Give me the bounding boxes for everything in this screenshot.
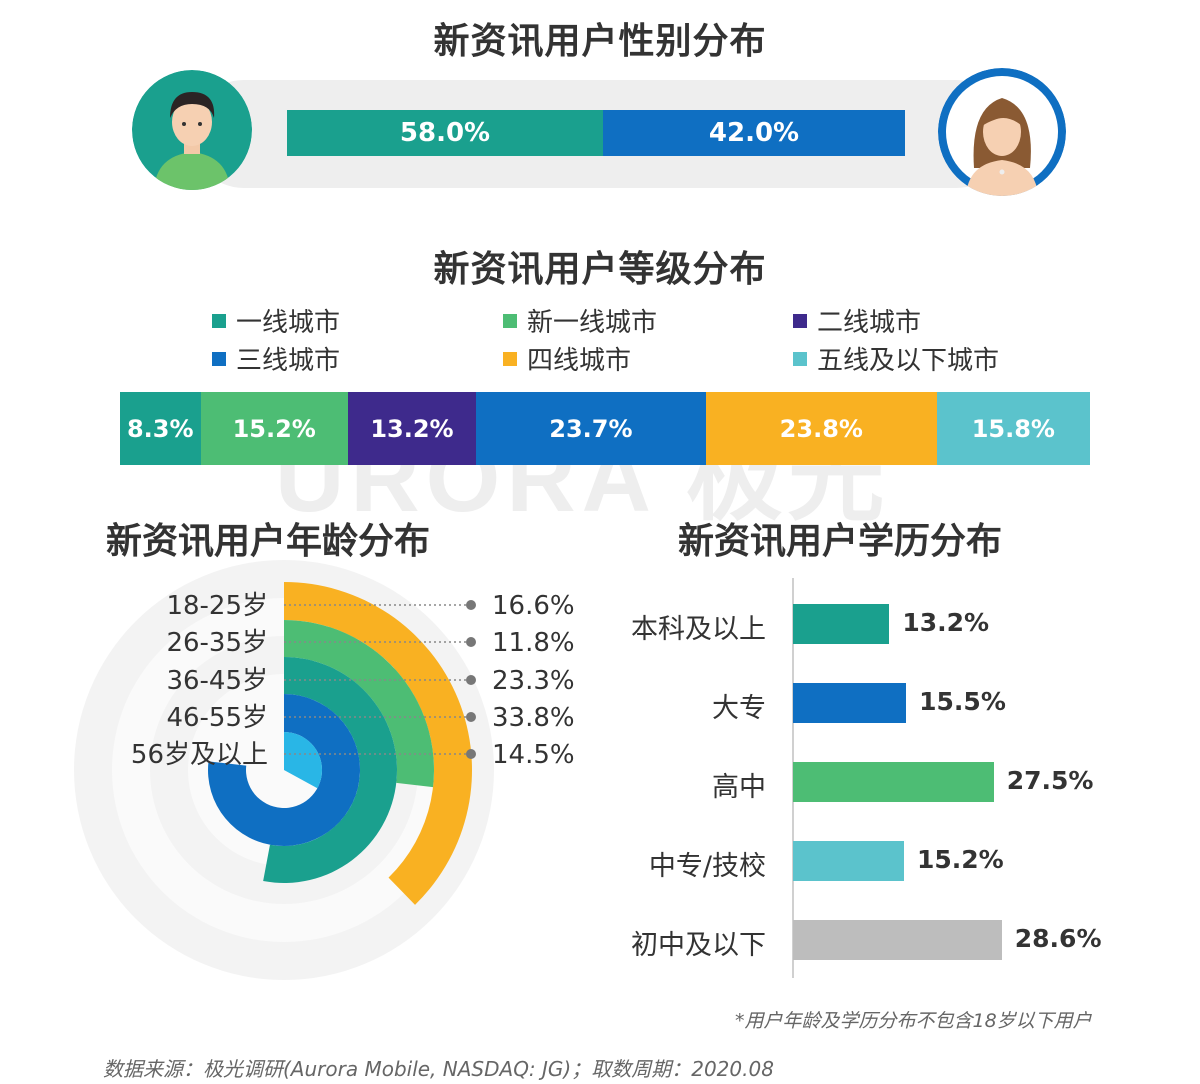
legend-swatch <box>503 313 517 328</box>
edu-bar-5 <box>793 920 1002 960</box>
legend-swatch <box>503 351 517 366</box>
legend-label: 五线及以下城市 <box>817 346 1000 376</box>
tier-segment-label: 15.2% <box>232 414 316 443</box>
age-value-label: 11.8% <box>492 628 575 658</box>
age-leader-dot <box>466 675 476 685</box>
age-value-label: 16.6% <box>492 591 575 621</box>
gender-title: 新资讯用户性别分布 <box>433 21 767 62</box>
tier-title: 新资讯用户等级分布 <box>433 249 767 290</box>
age-arc-5 <box>284 732 322 789</box>
tier-segment-2: 15.2% <box>200 392 348 465</box>
legend-tier2: 二线城市 <box>793 302 921 339</box>
female-avatar-icon <box>938 68 1066 196</box>
age-category-label: 46-55岁 <box>166 703 268 733</box>
age-leader-dot <box>466 637 476 647</box>
legend-label: 新一线城市 <box>527 308 658 338</box>
age-leader-dot <box>466 749 476 759</box>
edu-category-label: 中专/技校 <box>648 851 766 882</box>
age-category-label: 56岁及以上 <box>131 740 268 770</box>
age-value-label: 14.5% <box>492 740 575 770</box>
age-arc-1 <box>284 582 472 905</box>
tier-segment-label: 23.7% <box>549 414 633 443</box>
edu-value-label: 15.2% <box>916 845 1004 874</box>
edu-category-label: 大专 <box>712 693 766 724</box>
legend-tier5: 五线及以下城市 <box>793 340 999 377</box>
age-category-label: 36-45岁 <box>166 666 268 696</box>
legend-swatch <box>212 351 226 366</box>
edu-value-label: 13.2% <box>902 608 990 637</box>
tier-segment-6: 15.8% <box>936 392 1090 465</box>
tier-segment-4: 23.7% <box>475 392 706 465</box>
age-leader-dot <box>466 712 476 722</box>
tier-segment-label: 8.3% <box>126 414 194 443</box>
tier-segment-label: 15.8% <box>971 414 1055 443</box>
tier-segment-label: 23.8% <box>779 414 863 443</box>
source-note: 数据来源：极光调研(Aurora Mobile, NASDAQ: JG)；取数周… <box>103 1057 774 1081</box>
edu-category-label: 高中 <box>712 772 766 803</box>
age-value-label: 33.8% <box>492 703 575 733</box>
edu-bar-4 <box>793 841 904 881</box>
legend-label: 四线城市 <box>527 346 632 376</box>
edu-value-label: 27.5% <box>1006 766 1094 795</box>
age-title: 新资讯用户年龄分布 <box>106 521 431 562</box>
age-radial-chart: 18-25岁 26-35岁 36-45岁 46-55岁 56岁及以上 16.6% 11.8… <box>74 560 575 980</box>
tier-segment-5: 23.8% <box>705 392 937 465</box>
gender-male-bar: 58.0% <box>287 110 603 156</box>
edu-bar-2 <box>793 683 907 723</box>
edu-bar-3 <box>793 762 994 802</box>
age-category-label: 26-35岁 <box>166 628 268 658</box>
legend-swatch <box>212 313 226 328</box>
legend-new-tier1: 新一线城市 <box>503 302 657 339</box>
gender-male-label: 58.0% <box>399 118 491 148</box>
tier-segment-label: 13.2% <box>370 414 454 443</box>
legend-tier1: 一线城市 <box>212 302 340 339</box>
age-arc-3 <box>263 656 398 883</box>
legend-label: 三线城市 <box>236 346 341 376</box>
edu-footnote: *用户年龄及学历分布不包含18岁以下用户 <box>735 1010 1092 1032</box>
edu-category-label: 本科及以上 <box>631 614 766 645</box>
edu-value-label: 28.6% <box>1014 924 1102 953</box>
age-category-label: 18-25岁 <box>166 591 268 621</box>
edu-value-label: 15.5% <box>919 687 1006 716</box>
legend-swatch <box>793 313 807 328</box>
gender-female-bar: 42.0% <box>603 110 905 156</box>
age-arc-2 <box>284 620 434 788</box>
gender-female-label: 42.0% <box>708 118 800 148</box>
age-value-label: 23.3% <box>492 666 575 696</box>
age-leader-dot <box>466 600 476 610</box>
edu-title: 新资讯用户学历分布 <box>678 521 1003 562</box>
edu-category-label: 初中及以下 <box>631 930 766 961</box>
legend-swatch <box>793 351 807 366</box>
legend-tier3: 三线城市 <box>212 340 340 377</box>
legend-label: 二线城市 <box>817 308 922 338</box>
tier-segment-3: 13.2% <box>347 392 476 465</box>
age-arc-4 <box>208 694 360 846</box>
tier-segment-1: 8.3% <box>120 392 201 465</box>
legend-tier4: 四线城市 <box>503 340 631 377</box>
edu-bar-1 <box>793 604 890 644</box>
male-avatar-icon <box>132 70 252 190</box>
legend-label: 一线城市 <box>236 308 341 338</box>
